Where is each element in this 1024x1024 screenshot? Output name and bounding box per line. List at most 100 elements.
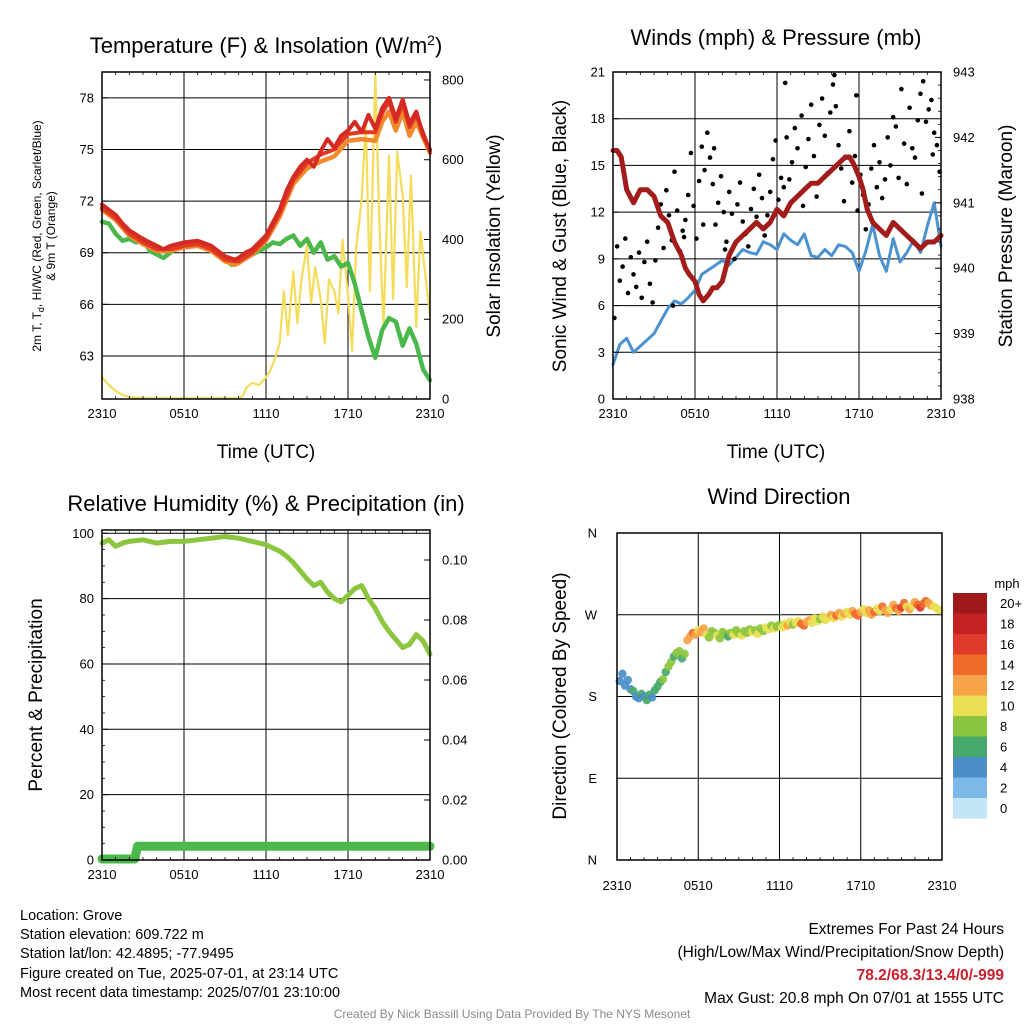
gust-point: [789, 160, 795, 165]
y-tick-label: N: [588, 853, 597, 868]
station-location: Location: Grove: [20, 908, 123, 924]
gust-point: [722, 247, 728, 252]
y-tick-label: S: [588, 689, 597, 704]
gust-point: [863, 227, 869, 232]
gust-point: [710, 181, 716, 187]
gust-point: [754, 214, 759, 220]
y-tick-label: 60: [80, 656, 94, 671]
gust-point: [800, 203, 806, 209]
gust-point: [691, 203, 696, 209]
gust-point: [700, 222, 706, 227]
y-right-tick-label: 0: [442, 392, 449, 407]
gust-point: [904, 181, 910, 187]
colorbar-swatch: [953, 798, 987, 819]
gust-point: [694, 236, 699, 241]
figure-created: Figure created on Tue, 2025-07-01, at 23…: [20, 965, 339, 982]
gust-point: [819, 96, 825, 101]
x-tick-label: 2310: [599, 406, 628, 421]
gust-point: [918, 91, 923, 97]
gust-point: [852, 153, 858, 159]
max-gust: Max Gust: 20.8 mph On 07/01 at 1555 UTC: [704, 990, 1004, 1007]
gust-point: [817, 122, 822, 128]
x-tick-label: 2310: [88, 406, 117, 421]
gust-point: [653, 258, 658, 263]
precip-line: [97, 841, 435, 864]
gust-point: [912, 155, 918, 160]
gust-point: [628, 254, 634, 260]
gust-point: [666, 213, 672, 218]
x-tick-label: 0510: [684, 878, 713, 893]
direction-axis-label: Direction (Colored By Speed): [550, 572, 571, 819]
y-right-tick-label: 939: [953, 326, 975, 341]
y-tick-label: 20: [80, 787, 94, 802]
gust-point: [650, 300, 655, 305]
y-tick-label: 6: [598, 298, 605, 313]
gust-point: [787, 177, 792, 182]
gust-point: [890, 114, 896, 120]
gust-point: [776, 197, 781, 202]
gust-point: [759, 195, 765, 201]
y-right-tick-label: 600: [442, 152, 464, 167]
x-tick-label: 1710: [845, 406, 874, 421]
direction-panel-title: Wind Direction: [707, 484, 850, 509]
y-right-tick-label: 0.10: [442, 553, 467, 568]
winds-series: [610, 72, 944, 367]
y-tick-label: 40: [80, 722, 94, 737]
gust-point: [849, 180, 855, 185]
gust-point: [713, 222, 718, 227]
y-tick-label: 0: [598, 392, 605, 407]
y-right-tick-label: 940: [953, 261, 975, 276]
y-tick-label: 9: [598, 251, 605, 266]
gust-point: [855, 208, 860, 213]
x-tick-label: 1110: [766, 878, 793, 893]
gust-point: [631, 272, 636, 277]
temp-title-main: Temperature (F) & Insolation (W/m: [90, 33, 427, 58]
gust-point: [808, 102, 814, 107]
gust-point: [930, 152, 936, 157]
colorbar-swatch: [953, 695, 987, 716]
gust-point: [877, 160, 882, 165]
gust-point: [795, 146, 800, 151]
temp-title-super: 2: [427, 32, 435, 48]
colorbar-unit-label: mph: [994, 576, 1019, 591]
colorbar-level-label: 16: [1000, 637, 1014, 652]
y-tick-label: 75: [80, 142, 94, 157]
direction-point: [658, 675, 668, 684]
colorbar-swatch: [953, 777, 987, 798]
credit-line: Created By Nick Bassill Using Data Provi…: [333, 1007, 691, 1021]
gust-point: [854, 93, 859, 98]
gust-point: [705, 130, 710, 135]
gust-point: [699, 144, 705, 149]
y-right-tick-label: 0.06: [442, 673, 467, 688]
gust-point: [647, 281, 653, 287]
gust-point: [683, 217, 688, 223]
x-tick-label: 1710: [334, 867, 363, 882]
colorbar-level-label: 18: [1000, 617, 1014, 632]
gust-point: [732, 256, 737, 262]
y-tick-label: 66: [80, 297, 94, 312]
gust-point: [784, 135, 789, 140]
rh-axis-label: Percent & Precipitation: [26, 598, 47, 791]
colorbar-level-label: 20+: [1000, 596, 1022, 611]
direction-point: [648, 693, 657, 702]
gust-point: [782, 80, 788, 86]
direction-point: [680, 649, 689, 658]
x-tick-label: 1110: [253, 406, 280, 421]
temp-2m-line: [100, 95, 432, 262]
gust-point: [907, 105, 912, 111]
y-right-tick-label: 941: [953, 195, 975, 210]
winds-panel-title: Winds (mph) & Pressure (mb): [631, 25, 922, 50]
x-tick-label: 1710: [334, 406, 363, 421]
gust-point: [833, 104, 839, 109]
gust-point: [814, 194, 819, 199]
y-right-tick-label: 938: [953, 392, 975, 407]
gust-point: [737, 180, 743, 185]
temp-left-axis-label: 2m T, Td, HI/WC (Red, Green, Scarlet/Blu…: [30, 120, 58, 351]
x-tick-label: 0510: [170, 406, 199, 421]
x-tick-label: 1710: [846, 878, 875, 893]
pressure-axis-label: Station Pressure (Maroon): [996, 125, 1017, 348]
